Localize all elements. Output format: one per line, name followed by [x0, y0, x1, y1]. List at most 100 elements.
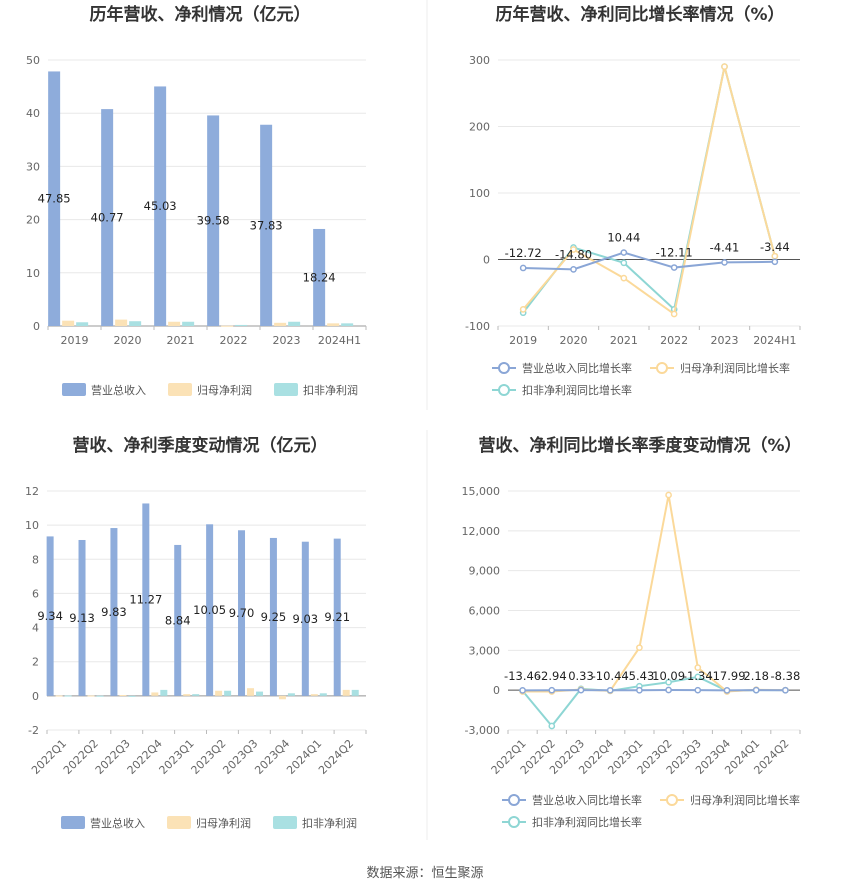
line-series-3 [519, 63, 779, 317]
x-tick-label: 2022 [660, 334, 688, 347]
y-tick-label: 6,000 [469, 605, 501, 618]
series-point [694, 673, 702, 681]
data-label: -12.11 [656, 246, 693, 260]
bar [192, 694, 200, 696]
series-point [548, 722, 556, 730]
bar [207, 115, 220, 326]
bar [64, 695, 72, 697]
legend-label: 营业总收入同比增长率 [522, 361, 632, 375]
data-label: -4.41 [710, 240, 740, 254]
data-label: 9.25 [261, 610, 287, 624]
bar [278, 695, 286, 700]
y-tick-label: 0 [33, 320, 40, 333]
series-line [523, 251, 775, 271]
series-point [665, 491, 672, 499]
y-tick-label: 6 [32, 587, 39, 600]
y-tick-label: 4 [32, 622, 39, 635]
line-series-1 [519, 249, 779, 273]
series-point [636, 686, 643, 694]
legend-marker [508, 794, 520, 806]
data-label: -10.44 [592, 669, 629, 683]
x-tick-label: 2024H1 [318, 334, 361, 347]
chart-title: 营收、净利季度变动情况（亿元） [73, 435, 328, 456]
legend-label: 营业总收入 [91, 383, 146, 397]
bar-series-2 [55, 688, 350, 700]
y-tick-label: 12,000 [462, 525, 501, 538]
bar [115, 319, 128, 326]
y-tick-label: 200 [469, 121, 490, 134]
line-series-2 [519, 491, 789, 695]
legend-swatch [273, 816, 297, 829]
y-tick-label: 15,000 [462, 485, 501, 498]
series-point [577, 686, 585, 694]
bar [238, 530, 246, 696]
chart-title: 历年营收、净利同比增长率情况（%） [495, 4, 784, 25]
legend-label: 归母净利润同比增长率 [680, 361, 790, 375]
legend-label: 归母净利润 [196, 816, 251, 830]
series-point [771, 252, 779, 260]
bar [174, 544, 182, 696]
legend-marker [498, 362, 510, 374]
series-point [723, 687, 731, 694]
y-tick-label: 3,000 [469, 644, 501, 657]
data-label: -13.46 [504, 669, 541, 683]
legend-marker [656, 362, 668, 374]
legend-label: 扣非净利润同比增长率 [522, 383, 632, 397]
x-axis: 2022Q12022Q22022Q32022Q42023Q12023Q22023… [29, 730, 367, 777]
legend-label: 营业总收入同比增长率 [532, 793, 642, 807]
chart-panel-1: 历年营收、净利情况（亿元） 0 10 20 30 40 50 2019 2020 2021 2022… [26, 4, 367, 397]
bar [62, 320, 75, 326]
legend-label: 扣非净利润 [303, 383, 358, 397]
bar [78, 539, 86, 696]
y-axis: -100 0 100 200 300 [465, 54, 800, 333]
bar [288, 321, 301, 326]
series-point [620, 259, 628, 267]
series-point [665, 686, 672, 694]
y-tick-label: -2 [28, 724, 39, 737]
y-tick-label: -3,000 [465, 724, 500, 737]
series-point [570, 265, 577, 273]
data-label: 39.58 [197, 214, 230, 228]
legend-swatch [274, 383, 298, 396]
data-label: 47.85 [38, 192, 71, 206]
series-point [548, 686, 556, 694]
bar-series-1 [46, 503, 341, 696]
bar [154, 86, 167, 326]
bar [247, 688, 255, 696]
series-point [694, 686, 702, 694]
series-point [752, 686, 760, 694]
data-label: -17.99 [708, 669, 745, 683]
data-label: -3.44 [760, 240, 790, 254]
x-tick-label: 2021 [610, 334, 638, 347]
y-tick-label: 300 [469, 54, 490, 67]
bar [46, 536, 54, 696]
x-axis: 2022Q12022Q22022Q32022Q42023Q12023Q22023… [489, 730, 801, 777]
y-tick-label: -100 [465, 320, 490, 333]
line-series-2 [519, 63, 779, 318]
data-label: -2.94 [537, 669, 567, 683]
series-line [522, 66, 776, 314]
legend-label: 归母净利润 [197, 383, 252, 397]
series-point [570, 246, 577, 253]
x-axis: 2019 2020 2021 2022 2023 2024H1 [47, 326, 367, 347]
data-label: 10.09 [652, 669, 685, 683]
bar [310, 694, 318, 696]
chart-title: 营收、净利同比增长率季度变动情况（%） [478, 435, 801, 456]
y-tick-label: 8 [32, 553, 39, 566]
bar [160, 689, 168, 696]
legend-label: 营业总收入 [90, 816, 145, 830]
bar [313, 228, 326, 326]
bar [333, 538, 341, 696]
series-point [519, 264, 527, 272]
data-label: 9.13 [69, 611, 95, 625]
bar [168, 321, 181, 326]
legend-swatch [168, 383, 192, 396]
y-tick-label: 30 [26, 160, 40, 173]
y-tick-label: 0 [493, 684, 500, 697]
data-label: 9.21 [324, 610, 350, 624]
bar [129, 321, 142, 326]
